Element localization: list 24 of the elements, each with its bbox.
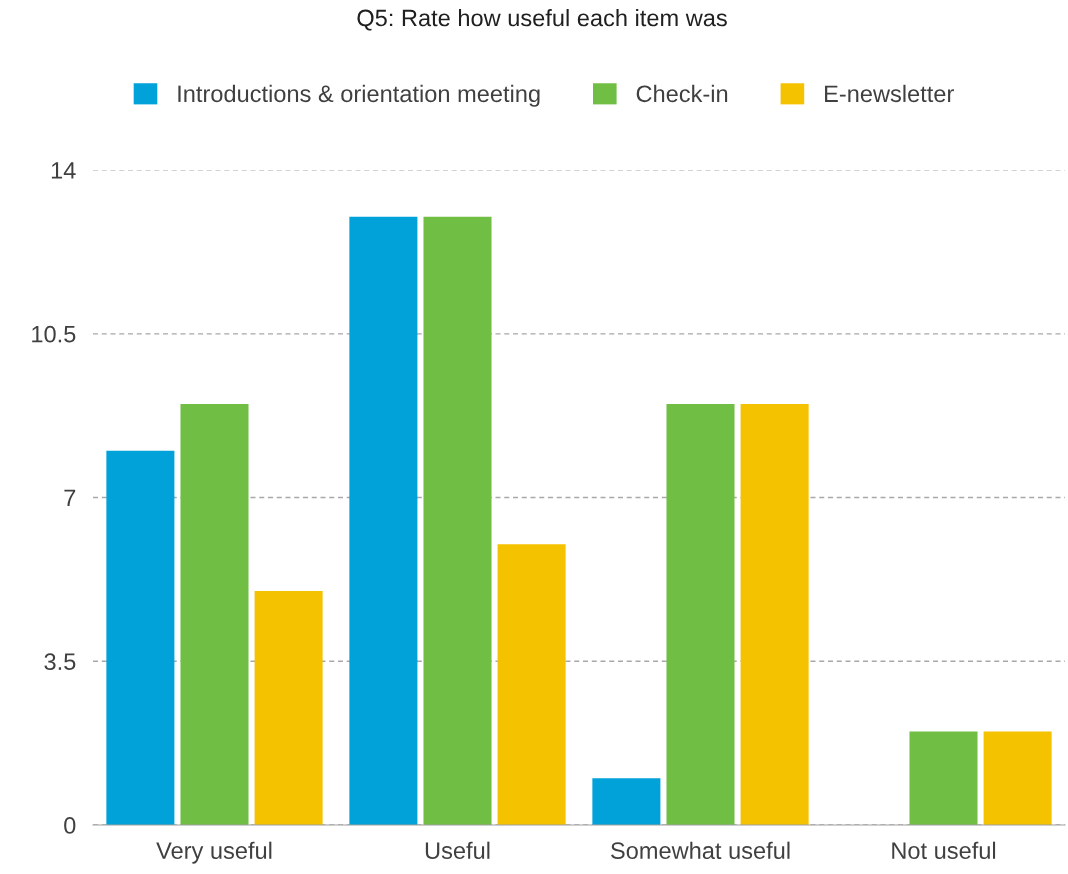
- y-tick-label: 3.5: [44, 653, 76, 671]
- x-tick-label: Not useful: [892, 841, 996, 860]
- bar: [666, 403, 735, 825]
- legend-label: Check-in: [636, 84, 728, 103]
- x-tick-label: Somewhat useful: [611, 841, 790, 860]
- bar: [592, 778, 661, 825]
- legend-label: Introductions & orientation meeting: [178, 84, 540, 107]
- bar: [983, 731, 1052, 825]
- y-tick-label: 0: [64, 817, 76, 834]
- legend-label: E-newsletter: [825, 84, 954, 103]
- chart-title: Q5: Rate how useful each item was: [357, 9, 727, 31]
- bar: [497, 544, 566, 825]
- bar: [349, 216, 418, 825]
- y-tick-label: 10.5: [32, 325, 76, 343]
- bar: [909, 731, 978, 825]
- x-tick-label: Very useful: [156, 841, 272, 864]
- bar: [740, 403, 809, 825]
- bar: [106, 450, 175, 825]
- y-tick-label: 7: [64, 489, 76, 507]
- x-tick-label: Useful: [425, 841, 490, 860]
- bar: [254, 591, 323, 825]
- y-tick-label: 14: [51, 162, 76, 179]
- bar: [180, 403, 249, 825]
- bar: [423, 216, 492, 825]
